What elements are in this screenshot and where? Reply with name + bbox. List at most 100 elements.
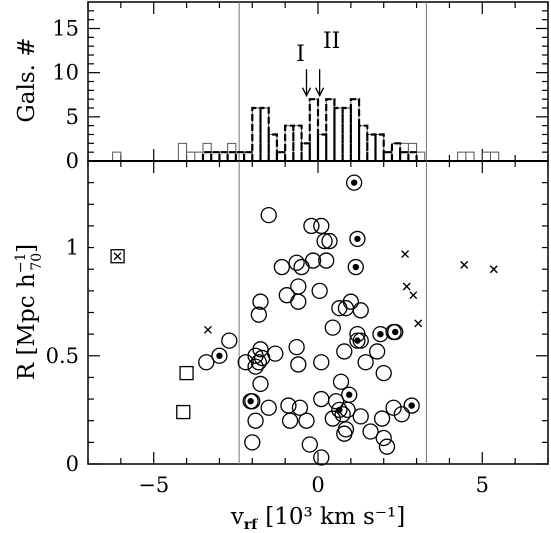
galaxy-marker: [313, 390, 330, 408]
emission-galaxy-dot: [216, 352, 223, 359]
subcluster-arrowhead-2: [315, 87, 325, 98]
emission-galaxy-marker: [341, 386, 358, 403]
galaxy-marker: [290, 278, 307, 295]
emission-galaxy-dot: [352, 263, 359, 271]
galaxy-marker: [368, 343, 386, 360]
galaxy-marker: [357, 354, 374, 371]
galaxy-marker: [352, 332, 369, 349]
hist-y-tick-label: 15: [52, 17, 79, 41]
emission-galaxy-marker: [345, 174, 363, 191]
y-label-sup: −1: [13, 253, 29, 274]
galaxy-marker: [252, 341, 269, 358]
galaxy-marker: [252, 375, 269, 393]
galaxy-marker: [260, 399, 277, 416]
boxed-cross-marker: [110, 249, 125, 264]
galaxy-marker: [301, 436, 318, 453]
galaxy-marker: [303, 217, 320, 235]
emission-galaxy-marker: [403, 397, 420, 414]
galaxy-marker: [273, 258, 291, 276]
galaxy-marker: [316, 232, 333, 250]
hist-y-tick-label: 5: [66, 105, 79, 129]
emission-galaxy-dot: [354, 235, 361, 243]
galaxy-marker: [321, 232, 338, 250]
galaxy-marker: [313, 354, 330, 371]
emission-galaxy-dot: [392, 328, 399, 336]
x-axis-label: vrf [10³ km s⁻¹]: [230, 504, 405, 533]
galaxy-marker: [291, 399, 309, 416]
galaxy-marker: [375, 429, 392, 447]
emission-galaxy-dot: [377, 330, 384, 338]
galaxy-marker: [290, 356, 307, 373]
galaxy-marker: [324, 410, 341, 427]
galaxy-marker: [313, 449, 330, 466]
galaxy-marker: [280, 397, 297, 414]
galaxy-marker: [336, 425, 353, 442]
galaxy-marker: [318, 252, 335, 269]
emission-galaxy-marker: [331, 401, 348, 419]
emission-galaxy-marker: [349, 230, 366, 248]
galaxy-marker: [336, 343, 353, 360]
galaxy-marker: [198, 354, 215, 371]
emission-galaxy-marker: [211, 347, 228, 364]
scatter-panel: −5 0 5 0 0.5 1: [46, 160, 549, 497]
histogram-all-steps: [112, 98, 500, 161]
emission-galaxy-dot: [350, 179, 358, 186]
galaxy-marker: [250, 354, 268, 371]
x-label-main: v: [230, 504, 244, 530]
emission-galaxy-dot: [336, 406, 343, 414]
axis-labels: Gals. # R [Mpc h−170] vrf [10³ km s⁻¹]: [13, 37, 405, 533]
galaxy-marker: [293, 258, 310, 276]
histogram-members-steps: [201, 98, 418, 161]
galaxy-marker: [244, 434, 261, 451]
x-label-rest: [10³ km s⁻¹]: [265, 504, 405, 530]
galaxy-marker: [311, 282, 328, 300]
square-marker: [176, 404, 191, 420]
galaxy-marker: [337, 300, 355, 317]
scatter-y-tick-label: 1: [66, 236, 79, 260]
emission-galaxy-marker: [387, 323, 404, 341]
galaxy-marker: [385, 399, 402, 416]
galaxy-marker: [298, 412, 315, 429]
cross-marker: [409, 291, 418, 300]
galaxy-marker: [352, 408, 369, 425]
boxed-cross-x: [113, 252, 122, 261]
cross-marker: [414, 319, 423, 328]
cross-marker: [460, 260, 469, 269]
top-y-axis-label: Gals. #: [14, 37, 40, 122]
y-label-main: R [Mpc h: [14, 273, 40, 380]
x-label-sub: rf: [244, 517, 258, 533]
emission-galaxy-dot: [247, 398, 254, 405]
cross-marker: [401, 250, 410, 259]
scatter-y-tick-label: 0: [66, 452, 79, 476]
hist-y-tick-label: 10: [52, 61, 79, 85]
bottom-y-axis-label: R [Mpc h−170]: [13, 244, 45, 380]
emission-galaxy-dot: [354, 337, 361, 344]
galaxy-marker: [324, 319, 341, 336]
subcluster-arrowhead-1: [301, 87, 312, 98]
emission-galaxy-marker: [349, 332, 366, 349]
emission-galaxy-dot: [408, 402, 415, 409]
square-marker: [179, 365, 194, 381]
y-label-end: ]: [14, 244, 40, 253]
galaxy-marker: [331, 300, 348, 317]
emission-galaxy-dot: [346, 391, 353, 398]
galaxy-marker: [288, 254, 305, 271]
galaxy-marker: [313, 217, 330, 235]
subcluster-label-2: II: [323, 29, 340, 54]
galaxy-marker: [267, 345, 284, 362]
galaxy-marker: [375, 364, 392, 382]
galaxy-marker: [362, 423, 379, 440]
galaxy-marker: [334, 406, 351, 423]
x-tick-label: −5: [138, 473, 169, 497]
cross-marker: [489, 265, 498, 274]
galaxy-marker: [260, 206, 277, 224]
scatter-frame: [87, 160, 549, 465]
subcluster-label-1: I: [296, 42, 305, 67]
cross-marker: [203, 325, 212, 334]
hist-y-tick-label: 0: [66, 149, 79, 173]
cross-marker: [402, 282, 411, 291]
x-tick-label: 5: [476, 473, 489, 497]
y-label-sub: 70: [29, 253, 45, 271]
